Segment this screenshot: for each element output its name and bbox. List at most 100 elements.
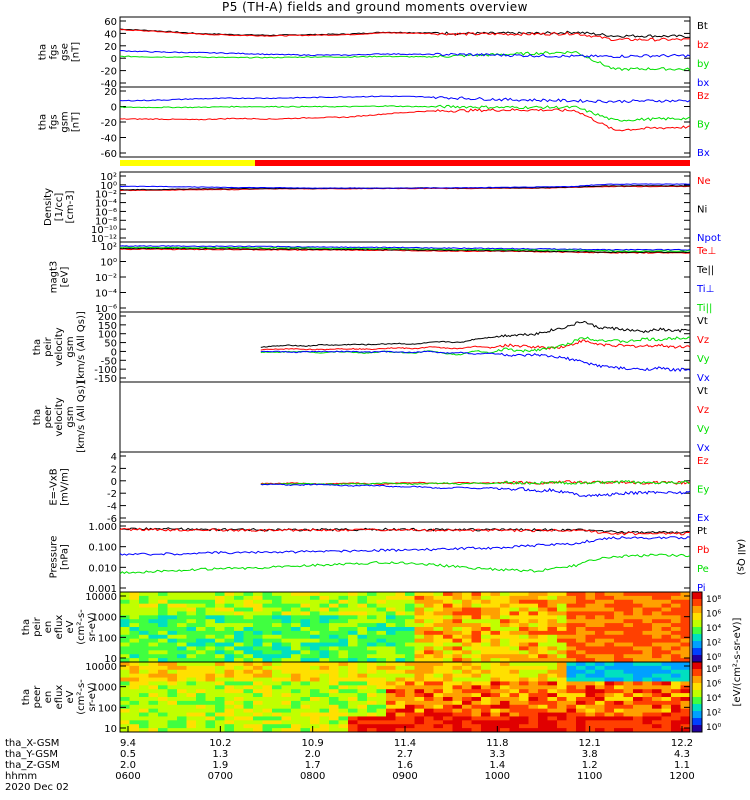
heatmap-cell: [186, 665, 197, 671]
heatmap-cell: [395, 704, 406, 710]
heatmap-cell: [614, 681, 624, 686]
heatmap-cell: [262, 681, 273, 686]
heatmap-cell: [386, 619, 396, 624]
heatmap-cell: [633, 728, 643, 733]
heatmap-cell: [623, 716, 634, 721]
heatmap-cell: [500, 665, 510, 671]
heatmap-cell: [424, 634, 434, 640]
heatmap-cell: [405, 728, 415, 733]
heatmap-cell: [167, 689, 178, 694]
heatmap-cell: [661, 619, 672, 624]
heatmap-cell: [557, 697, 567, 702]
heatmap-cell: [671, 689, 681, 694]
legend-entry: Ti||: [696, 303, 712, 314]
heatmap-cell: [595, 700, 605, 706]
heatmap-cell: [139, 611, 149, 616]
heatmap-cell: [471, 712, 482, 717]
heatmap-cell: [462, 662, 472, 667]
heatmap-cell: [129, 654, 140, 659]
heatmap-cell: [566, 697, 577, 702]
colorbar-cell: [692, 627, 702, 635]
y-axis-label: eflux: [54, 615, 65, 640]
series-line: [260, 350, 691, 373]
heatmap-cell: [509, 689, 520, 694]
heatmap-cell: [291, 603, 301, 609]
heatmap-cell: [262, 599, 273, 605]
heatmap-cell: [414, 638, 425, 644]
heatmap-cell: [167, 642, 178, 647]
heatmap-cell: [576, 592, 586, 597]
heatmap-cell: [262, 693, 273, 698]
heatmap-cell: [680, 592, 691, 597]
heatmap-cell: [310, 685, 320, 690]
heatmap-cell: [395, 700, 406, 706]
heatmap-cell: [215, 665, 225, 671]
y-axis-label: tha: [32, 339, 43, 355]
heatmap-cell: [386, 654, 396, 659]
heatmap-cell: [310, 708, 320, 714]
heatmap-cell: [367, 677, 377, 682]
heatmap-cell: [604, 654, 615, 659]
heatmap-cell: [490, 677, 501, 682]
heatmap-cell: [623, 685, 634, 690]
heatmap-cell: [538, 685, 548, 690]
heatmap-cell: [338, 642, 349, 647]
heatmap-cell: [177, 708, 187, 714]
heatmap-cell: [443, 638, 453, 644]
heatmap-cell: [424, 720, 434, 725]
series-line: [119, 245, 691, 251]
heatmap-cell: [661, 654, 672, 659]
heatmap-cell: [614, 642, 624, 647]
heatmap-cell: [452, 685, 463, 690]
y-axis-label: peir: [32, 616, 43, 636]
heatmap-cell: [424, 669, 434, 675]
heatmap-cell: [680, 689, 691, 694]
heatmap-cell: [462, 595, 472, 601]
orbit-row-label: tha_Z-GSM: [5, 760, 60, 771]
heatmap-cell: [471, 603, 482, 609]
heatmap-cell: [424, 658, 434, 663]
legend-entry: Ex: [697, 513, 709, 524]
heatmap-cell: [386, 658, 396, 663]
heatmap-cell: [205, 716, 216, 721]
heatmap-cell: [547, 592, 558, 597]
heatmap-cell: [462, 611, 472, 616]
y-axis-label: peir: [43, 336, 54, 356]
heatmap-cell: [519, 595, 529, 601]
heatmap-cell: [500, 669, 510, 675]
heatmap-cell: [623, 720, 634, 725]
heatmap-cell: [642, 623, 653, 628]
heatmap-cell: [395, 607, 406, 612]
heatmap-cell: [642, 599, 653, 605]
series-line: [119, 183, 691, 189]
heatmap-cell: [595, 662, 605, 667]
y-tick-label: 200: [98, 312, 117, 323]
y-tick-label: -60: [101, 149, 117, 160]
heatmap-cell: [300, 592, 311, 597]
heatmap-cell: [528, 592, 539, 597]
heatmap-cell: [139, 665, 149, 671]
heatmap-cell: [120, 619, 130, 624]
heatmap-cell: [490, 665, 501, 671]
heatmap-cell: [367, 658, 377, 663]
heatmap-cell: [462, 681, 472, 686]
heatmap-cell: [348, 627, 358, 632]
heatmap-cell: [642, 627, 653, 632]
heatmap-cell: [405, 619, 415, 624]
heatmap-cell: [319, 658, 330, 663]
heatmap-cell: [348, 697, 358, 702]
heatmap-cell: [215, 654, 225, 659]
heatmap-cell: [471, 724, 482, 729]
heatmap-cell: [319, 677, 330, 682]
heatmap-cell: [367, 673, 377, 679]
heatmap-cell: [490, 716, 501, 721]
heatmap-cell: [595, 611, 605, 616]
heatmap-cell: [205, 658, 216, 663]
heatmap-cell: [576, 689, 586, 694]
heatmap-cell: [471, 658, 482, 663]
heatmap-cell: [576, 728, 586, 733]
heatmap-cell: [547, 677, 558, 682]
heatmap-cell: [148, 665, 159, 671]
heatmap-cell: [671, 615, 681, 620]
heatmap-cell: [528, 712, 539, 717]
